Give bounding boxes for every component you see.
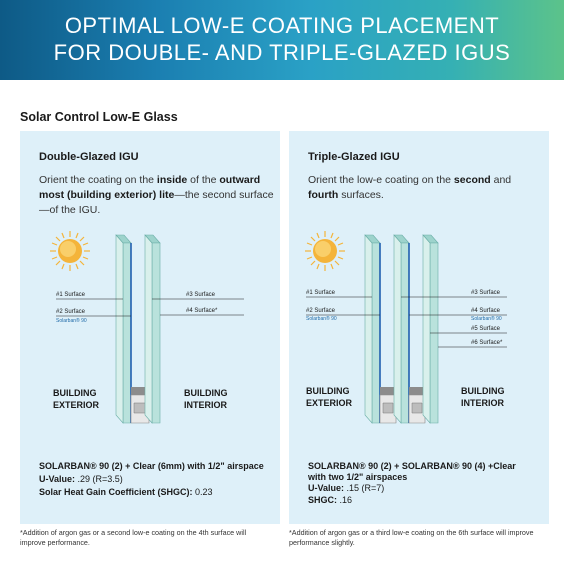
triple-spacer-2 [408,387,426,424]
banner-title-line-1: OPTIMAL LOW-E COATING PLACEMENT [64,13,500,38]
triple-spec-uvalue: U-Value: .15 (R=7) [308,483,385,493]
triple-interior-label-1: BUILDING [461,386,505,396]
triple-spec-airspace: with two 1/2" airspaces [308,472,408,482]
double-surface-2-label: #2 Surface [56,309,86,315]
triple-spacer-1 [379,387,397,424]
triple-surface-2-label: #2 Surface [306,308,336,314]
double-surface-4-label: #4 Surface* [186,308,218,314]
double-outer-lite [115,234,132,424]
triple-panel-title: Triple-Glazed IGU [308,151,400,163]
triple-surface-4-product: Solarban® 90 [471,315,502,322]
triple-interior-label-2: INTERIOR [461,398,505,408]
double-panel-title: Double-Glazed IGU [39,151,139,163]
triple-spec-config: SOLARBAN® 90 (2) + SOLARBAN® 90 (4) +Cle… [308,461,516,471]
triple-surface-1-label: #1 Surface [306,290,336,296]
triple-surface-2-product: Solarban® 90 [306,315,337,322]
double-exterior-label-1: BUILDING [53,388,97,398]
triple-surface-6-label: #6 Surface* [471,340,503,346]
triple-panel-description: Orient the low-e coating on the second a… [308,174,512,201]
double-spec-config: SOLARBAN® 90 (2) + Clear (6mm) with 1/2"… [39,461,264,471]
triple-exterior-label-2: EXTERIOR [306,398,353,408]
double-surface-3-label: #3 Surface [186,292,216,298]
double-panel-description: Orient the coating on the inside of the … [39,174,274,216]
section-title: Solar Control Low-E Glass [20,110,178,124]
triple-footnote: *Addition of argon gas or a third low-e … [289,528,534,547]
triple-outer-lite [364,234,381,424]
triple-surface-3-label: #3 Surface [471,290,501,296]
triple-exterior-label-1: BUILDING [306,386,350,396]
double-spec-shgc: Solar Heat Gain Coefficient (SHGC): 0.23 [39,487,213,497]
double-inner-lite [144,234,161,424]
double-interior-label-2: INTERIOR [184,400,228,410]
banner-title-line-2: FOR DOUBLE- AND TRIPLE-GLAZED IGUS [53,40,511,65]
triple-igu-diagram: #1 Surface #2 Surface Solarban® 90 #3 Su… [305,231,507,424]
double-surface-2-product: Solarban® 90 [56,317,87,324]
double-igu-diagram: #1 Surface #2 Surface Solarban® 90 #3 Su… [50,231,244,424]
double-spec-uvalue: U-Value: .29 (R=3.5) [39,474,123,484]
triple-middle-lite [393,234,410,424]
double-exterior-label-2: EXTERIOR [53,400,100,410]
sun-icon [50,231,90,271]
double-surface-1-label: #1 Surface [56,292,86,298]
double-spacer [130,387,150,424]
triple-surface-5-label: #5 Surface [471,326,501,332]
triple-glazed-panel: Triple-Glazed IGU Orient the low-e coati… [289,131,549,524]
header-banner: OPTIMAL LOW-E COATING PLACEMENT FOR DOUB… [0,0,564,80]
sun-icon [305,231,345,271]
double-footnote: *Addition of argon gas or a second low-e… [20,528,247,547]
triple-surface-4-label: #4 Surface [471,308,501,314]
double-interior-label-1: BUILDING [184,388,228,398]
double-glazed-panel: Double-Glazed IGU Orient the coating on … [20,131,280,524]
triple-inner-lite [422,234,439,424]
triple-spec-shgc: SHGC: .16 [308,495,353,505]
